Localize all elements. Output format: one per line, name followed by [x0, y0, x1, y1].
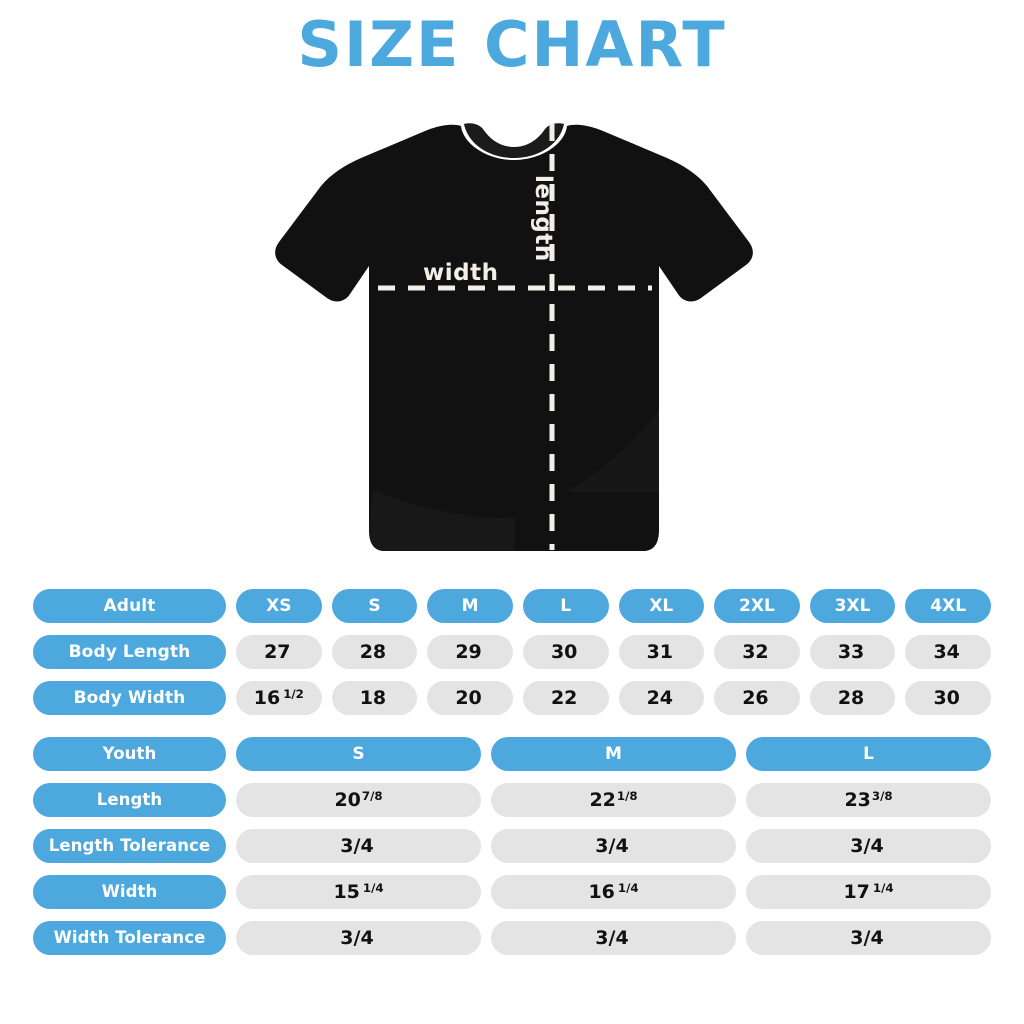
- table-cell: 34: [905, 635, 991, 669]
- table-cell: 31: [618, 635, 705, 669]
- youth-row-label: Width Tolerance: [33, 921, 226, 955]
- table-cell: 3/4: [491, 921, 736, 955]
- cell-whole: 28: [837, 686, 865, 709]
- table-cell: 22 1/8: [491, 783, 736, 817]
- table-cell: 16 1/4: [491, 875, 736, 909]
- cell-fraction: 1/8: [616, 788, 638, 803]
- table-cell: 22: [522, 681, 609, 715]
- cell-whole: 20: [455, 686, 482, 709]
- table-cell: 30: [522, 635, 609, 669]
- adult-row-label: Body Length: [33, 635, 226, 669]
- table-cell: 23 3/8: [746, 783, 991, 817]
- width-label: width: [423, 260, 499, 286]
- table-cell: 28: [809, 681, 896, 715]
- cell-whole: 16: [588, 880, 615, 903]
- cell-whole: 3/4: [595, 926, 629, 949]
- cell-fraction: 1/4: [362, 880, 384, 895]
- youth-size-table: Youth S M L Length 20 7/8 22 1/8 23 3/8 Len…: [33, 737, 991, 955]
- cell-whole: 22: [589, 788, 616, 811]
- youth-row-label: Width: [33, 875, 226, 909]
- youth-size-header: S: [236, 737, 481, 771]
- cell-fraction: 1/4: [617, 880, 639, 895]
- table-row: Body Width 16 1/2 18 20 22 24 26 28 30: [33, 681, 991, 715]
- cell-whole: 31: [646, 640, 674, 663]
- cell-whole: 18: [359, 686, 387, 709]
- cell-whole: 3/4: [850, 926, 884, 949]
- table-cell: 26: [714, 681, 800, 715]
- tshirt-illustration: width length: [265, 110, 765, 570]
- table-cell: 33: [809, 635, 896, 669]
- cell-whole: 27: [264, 640, 291, 663]
- cell-whole: 34: [933, 640, 960, 663]
- cell-whole: 3/4: [595, 834, 629, 857]
- adult-size-header: M: [427, 589, 513, 623]
- adult-size-header: 4XL: [905, 589, 991, 623]
- table-cell: 30: [905, 681, 991, 715]
- cell-whole: 17: [843, 880, 870, 903]
- youth-row-label: Length Tolerance: [33, 829, 226, 863]
- adult-size-header: S: [331, 589, 418, 623]
- table-cell: 3/4: [236, 829, 481, 863]
- cell-whole: 29: [455, 640, 482, 663]
- table-row: Body Length 27 28 29 30 31 32 33 34: [33, 635, 991, 669]
- page-title: SIZE CHART: [297, 8, 727, 81]
- table-cell: 17 1/4: [746, 875, 991, 909]
- adult-size-header: 3XL: [809, 589, 896, 623]
- table-cell: 16 1/2: [236, 681, 322, 715]
- cell-whole: 23: [844, 788, 871, 811]
- adult-size-header: XL: [618, 589, 705, 623]
- adult-row-label: Adult: [33, 589, 226, 623]
- cell-whole: 26: [742, 686, 769, 709]
- adult-size-table: Adult XS S M L XL 2XL 3XL 4XL Body Lengt…: [33, 589, 991, 715]
- table-row: Length 20 7/8 22 1/8 23 3/8: [33, 783, 991, 817]
- cell-fraction: 3/8: [871, 788, 893, 803]
- table-cell: 3/4: [746, 921, 991, 955]
- adult-size-header: 2XL: [714, 589, 800, 623]
- table-cell: 3/4: [236, 921, 481, 955]
- table-cell: 15 1/4: [236, 875, 481, 909]
- table-cell: 20: [427, 681, 513, 715]
- cell-whole: 3/4: [850, 834, 884, 857]
- table-cell: 27: [236, 635, 322, 669]
- table-cell: 29: [427, 635, 513, 669]
- table-cell: 3/4: [491, 829, 736, 863]
- cell-whole: 15: [333, 880, 360, 903]
- cell-whole: 3/4: [340, 926, 374, 949]
- cell-whole: 28: [359, 640, 387, 663]
- table-row: Length Tolerance 3/4 3/4 3/4: [33, 829, 991, 863]
- cell-whole: 33: [837, 640, 865, 663]
- cell-whole: 32: [742, 640, 769, 663]
- adult-size-header: L: [522, 589, 609, 623]
- table-cell: 18: [331, 681, 418, 715]
- table-cell: 28: [331, 635, 418, 669]
- cell-whole: 24: [646, 686, 674, 709]
- youth-header-row: Youth S M L: [33, 737, 991, 771]
- youth-size-header: M: [491, 737, 736, 771]
- cell-fraction: 1/4: [872, 880, 894, 895]
- tshirt-icon: [275, 123, 753, 551]
- table-cell: 20 7/8: [236, 783, 481, 817]
- table-row: Width Tolerance 3/4 3/4 3/4: [33, 921, 991, 955]
- table-cell: 24: [618, 681, 705, 715]
- cell-whole: 20: [334, 788, 361, 811]
- cell-fraction: 7/8: [361, 788, 383, 803]
- adult-row-label: Body Width: [33, 681, 226, 715]
- cell-whole: 22: [550, 686, 578, 709]
- table-cell: 3/4: [746, 829, 991, 863]
- cell-fraction: 1/2: [283, 686, 304, 701]
- youth-row-label: Youth: [33, 737, 226, 771]
- youth-size-header: L: [746, 737, 991, 771]
- table-row: Width 15 1/4 16 1/4 17 1/4: [33, 875, 991, 909]
- table-cell: 32: [714, 635, 800, 669]
- cell-whole: 16: [253, 686, 281, 709]
- adult-header-row: Adult XS S M L XL 2XL 3XL 4XL: [33, 589, 991, 623]
- adult-size-header: XS: [236, 589, 322, 623]
- youth-row-label: Length: [33, 783, 226, 817]
- cell-whole: 30: [550, 640, 578, 663]
- length-label: length: [530, 175, 556, 262]
- cell-whole: 3/4: [340, 834, 374, 857]
- cell-whole: 30: [933, 686, 960, 709]
